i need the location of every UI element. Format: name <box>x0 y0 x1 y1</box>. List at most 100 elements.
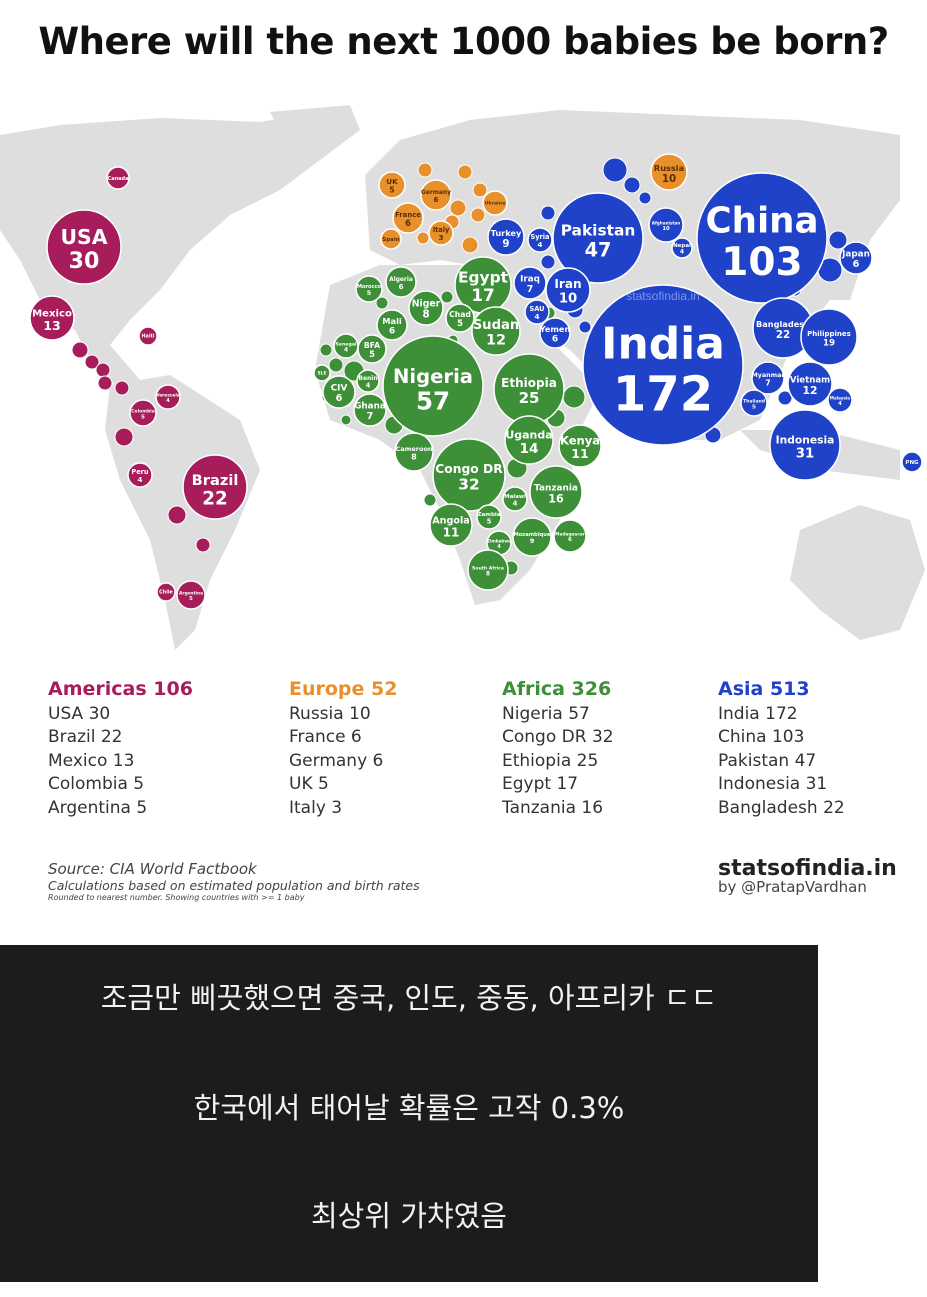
bubble-country-label: Vietnam <box>790 376 830 386</box>
bubble-country-label: Spain <box>382 237 399 243</box>
bubble-circle <box>504 415 554 465</box>
bubble-country-label: Pakistan <box>561 222 636 240</box>
bubble-value-label: 7 <box>367 411 374 422</box>
bubble-value-label: 32 <box>458 476 479 494</box>
bubble-value-label: 5 <box>189 596 193 602</box>
bubble-circle <box>901 451 923 473</box>
small-country-bubble <box>540 254 556 270</box>
legend-item: Egypt 17 <box>502 774 579 794</box>
small-country-bubble <box>461 236 479 254</box>
small-country-bubble <box>340 414 352 426</box>
bubble-value-label: 5 <box>487 518 492 526</box>
bubble-country-label: Germany <box>421 190 451 196</box>
bubble-country-label: CIV <box>331 384 348 394</box>
country-bubble-png: PNG <box>901 451 923 473</box>
bubble-circle <box>513 266 547 300</box>
land-australia <box>790 505 925 640</box>
legend-heading-americas: Americas 106 <box>48 678 193 700</box>
bubble-value-label: 7 <box>765 378 770 387</box>
bubble-value-label: 6 <box>389 327 395 337</box>
bubble-country-label: USA <box>60 225 107 249</box>
bubble-country-label: SAU <box>529 305 544 313</box>
small-country-bubble <box>114 427 134 447</box>
bubble-layer: USA30Mexico13Brazil22Peru4Colombia5Venez… <box>29 153 923 610</box>
bubble-value-label: 10 <box>662 226 670 232</box>
bubble-value-label: 19 <box>823 338 835 348</box>
bubble-circle <box>539 317 571 349</box>
bubble-circle <box>827 387 853 413</box>
bubble-circle <box>333 333 359 359</box>
caption-line-3: 최상위 가챠였음 <box>311 1199 507 1233</box>
bubble-circle <box>394 432 434 472</box>
brand-site: statsofindia.in <box>718 856 897 881</box>
bubble-value-label: 12 <box>802 384 817 397</box>
bubble-value-label: 4 <box>537 240 542 249</box>
bubble-value-label: 12 <box>486 333 506 349</box>
bubble-country-label: Russia <box>654 163 684 173</box>
bubble-circle <box>696 172 828 304</box>
bubble-country-label: Myanmar <box>751 372 785 379</box>
legend-item: Russia 10 <box>289 703 371 724</box>
bubble-country-label: Brazil <box>192 472 239 489</box>
bubble-circle <box>769 409 841 481</box>
legend-item: Nigeria 57 <box>502 703 590 724</box>
small-country-bubble <box>95 362 111 378</box>
bubble-value-label: 5 <box>389 185 394 194</box>
bubble-circle <box>553 519 587 553</box>
legend-item: Brazil 22 <box>48 727 123 747</box>
bubble-circle <box>527 227 553 253</box>
bubble-country-label: Haiti <box>141 334 154 340</box>
bubble-country-label: Ukraine <box>485 201 506 207</box>
bubble-circle <box>512 517 552 557</box>
land-central-america <box>70 320 140 390</box>
legend-item: USA 30 <box>48 703 111 724</box>
bubble-value-label: 5 <box>457 318 463 328</box>
bubble-country-label: SLE <box>318 371 327 377</box>
small-country-bubble <box>71 341 89 359</box>
world-bubble-map: USA30Mexico13Brazil22Peru4Colombia5Venez… <box>0 105 925 650</box>
bubble-circle <box>408 290 444 326</box>
land-north-america <box>0 110 330 345</box>
small-country-bubble <box>416 231 430 245</box>
bubble-circle <box>502 486 528 512</box>
calculation-note: Calculations based on estimated populati… <box>48 878 420 893</box>
bubble-country-label: Nepal <box>673 243 691 249</box>
bubble-circle <box>545 267 591 313</box>
small-country-bubble <box>97 375 113 391</box>
brand-author: by @PratapVardhan <box>718 878 867 896</box>
country-bubble-uk: UK5 <box>378 171 406 199</box>
bubble-country-label: India <box>601 318 725 369</box>
bubble-value-label: 4 <box>534 312 539 321</box>
bubble-country-label: Congo DR <box>435 462 503 476</box>
bubble-country-label: Madagascar <box>555 531 586 537</box>
bubble-circle <box>487 218 525 256</box>
bubble-circle <box>127 462 153 488</box>
bubble-circle <box>155 384 181 410</box>
bubble-country-label: Niger <box>412 299 441 310</box>
bubble-value-label: 22 <box>776 329 790 341</box>
small-country-bubble <box>440 290 454 304</box>
bubble-circle <box>524 299 550 325</box>
legend-item: China 103 <box>718 727 805 747</box>
bubble-value-label: 17 <box>471 285 494 305</box>
bubble-circle <box>138 326 158 346</box>
bubble-country-label: Malawi <box>504 494 526 500</box>
bubble-value-label: 25 <box>519 389 540 407</box>
brand: statsofindia.in by @PratapVardhan <box>718 856 897 896</box>
bubble-country-label: Colombia <box>131 408 155 414</box>
